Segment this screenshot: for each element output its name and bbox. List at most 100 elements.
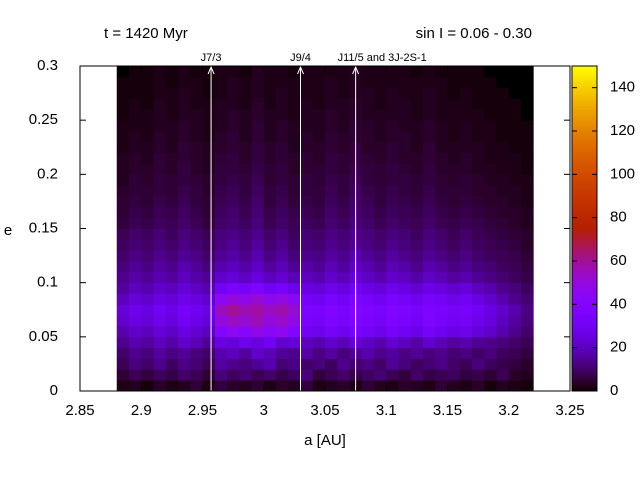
heat-cell	[300, 271, 314, 284]
heat-cell	[472, 369, 485, 381]
heat-cell	[141, 98, 154, 110]
heat-cell	[178, 250, 191, 262]
colorbar-step	[572, 310, 597, 312]
heat-cell	[435, 174, 448, 186]
colorbar-step	[572, 346, 597, 348]
heat-cell	[410, 228, 424, 240]
heat-cell	[116, 120, 130, 132]
heat-cell	[214, 152, 228, 164]
heat-cell	[521, 369, 534, 381]
heat-cell	[239, 271, 252, 284]
heat-cell	[337, 228, 350, 240]
heat-cell	[312, 163, 326, 175]
heat-cell	[374, 196, 387, 208]
heat-cell	[300, 336, 314, 349]
colorbar-step	[572, 317, 597, 319]
heat-cell	[410, 87, 424, 99]
heat-cell	[214, 228, 228, 240]
colorbar-step	[572, 223, 597, 225]
heat-cell	[178, 109, 191, 121]
heat-cell	[459, 185, 473, 197]
heat-cell	[410, 358, 424, 370]
colorbar-step	[572, 179, 597, 181]
colorbar-step	[572, 201, 597, 203]
colorbar-step	[572, 173, 597, 175]
heat-cell	[214, 87, 228, 99]
heat-cell	[435, 206, 448, 219]
colorbar-step	[572, 244, 597, 246]
heat-cell	[202, 315, 216, 327]
heat-cell	[263, 271, 277, 284]
colorbar-tick-label: 40	[610, 295, 627, 312]
colorbar-step	[572, 309, 597, 311]
heat-cell	[202, 196, 216, 208]
heat-cell	[239, 196, 252, 208]
heat-cell	[153, 347, 167, 359]
heat-cell	[251, 141, 265, 154]
heat-cell	[374, 271, 387, 284]
colorbar-step	[572, 75, 597, 77]
heat-cell	[227, 380, 240, 392]
heat-cell	[165, 326, 179, 338]
heat-cell	[508, 250, 522, 262]
heat-cell	[288, 304, 301, 316]
colorbar-step	[572, 250, 597, 252]
heat-cell	[496, 141, 510, 154]
heat-cell	[214, 250, 228, 262]
heat-cell	[374, 66, 387, 78]
colorbar-step	[572, 181, 597, 183]
heat-cell	[423, 282, 436, 294]
colorbar-step	[572, 160, 597, 162]
heat-cell	[386, 250, 399, 262]
heat-cell	[398, 98, 412, 110]
heat-cell	[190, 347, 203, 359]
heat-cell	[361, 239, 375, 251]
colorbar-step	[572, 215, 597, 217]
colorbar-step	[572, 323, 597, 325]
heat-cell	[472, 76, 485, 89]
heat-cell	[141, 228, 154, 240]
heat-cell	[496, 174, 510, 186]
heat-cell	[521, 358, 534, 370]
heat-cell	[288, 87, 301, 99]
heat-cell	[435, 141, 448, 154]
heat-cell	[374, 293, 387, 305]
colorbar-step	[572, 196, 597, 198]
colorbar-step	[572, 172, 597, 174]
heat-cell	[141, 347, 154, 359]
heat-cell	[325, 98, 338, 110]
heat-cell	[178, 282, 191, 294]
heat-cell	[361, 293, 375, 305]
heat-cell	[374, 163, 387, 175]
heat-cell	[386, 239, 399, 251]
colorbar-frame	[571, 65, 598, 392]
colorbar-step	[572, 340, 597, 342]
colorbar-step	[572, 345, 597, 347]
heat-cell	[153, 76, 167, 89]
heat-cell	[165, 239, 179, 251]
colorbar-step	[572, 280, 597, 282]
heat-cell	[325, 217, 338, 229]
colorbar-step	[572, 335, 597, 337]
heat-cell	[496, 109, 510, 121]
heat-cell	[447, 185, 461, 197]
heat-cell	[521, 326, 534, 338]
heat-cell	[116, 98, 130, 110]
heat-cell	[447, 261, 461, 273]
heat-cell	[496, 239, 510, 251]
colorbar-step	[572, 207, 597, 209]
heat-cell	[116, 380, 130, 392]
heat-cell	[288, 369, 301, 381]
heat-cell	[435, 282, 448, 294]
colorbar-step	[572, 120, 597, 122]
heat-cell	[129, 87, 142, 99]
heat-cell	[337, 185, 350, 197]
heat-cell	[496, 87, 510, 99]
heat-cell	[300, 76, 314, 89]
heat-cell	[447, 152, 461, 164]
colorbar-step	[572, 100, 597, 102]
heat-cell	[276, 239, 289, 251]
heat-cell	[410, 282, 424, 294]
colorbar-step	[572, 274, 597, 276]
heat-cell	[141, 261, 154, 273]
